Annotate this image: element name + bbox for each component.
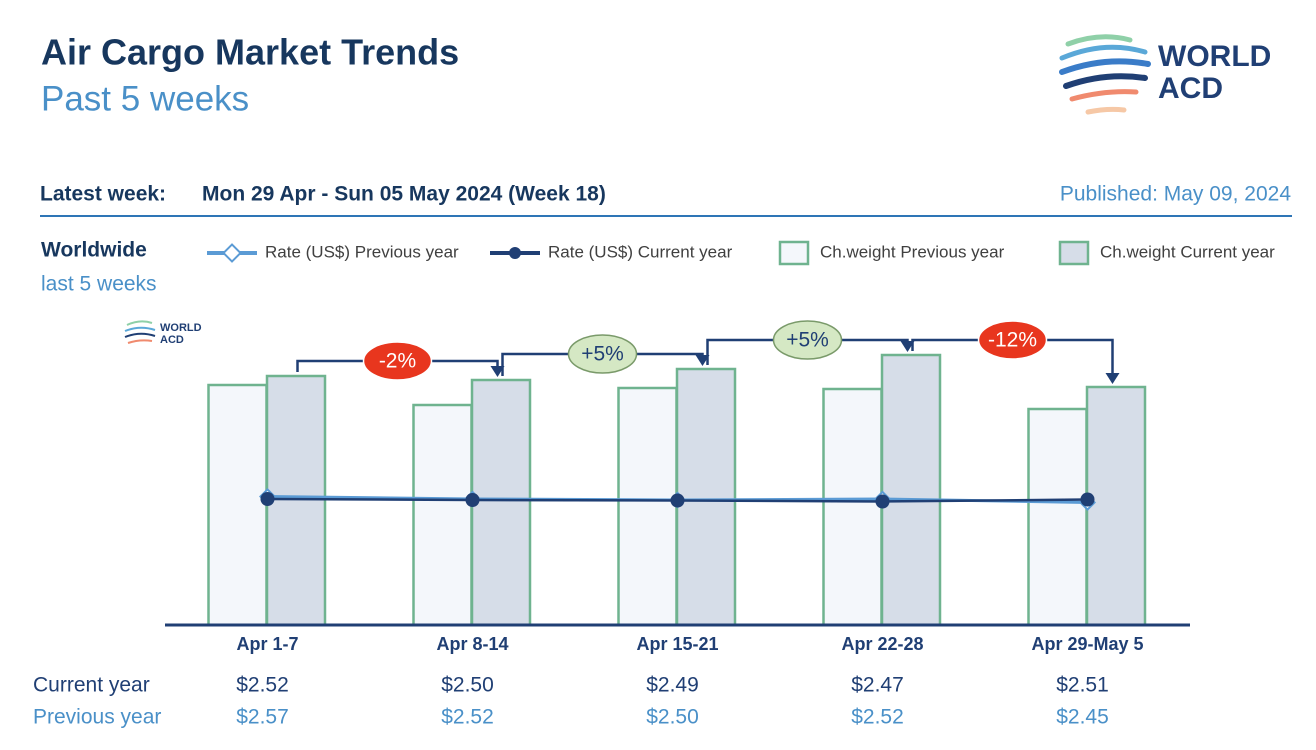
arrow-head — [1105, 373, 1120, 384]
row-label: Previous year — [33, 706, 161, 729]
rate-marker — [260, 492, 275, 506]
rate-value: $2.52 — [441, 706, 494, 729]
x-tick-label: Apr 15-21 — [636, 634, 718, 654]
legend-label: Rate (US$) Current year — [548, 242, 733, 261]
rate-value: $2.49 — [646, 674, 699, 697]
legend-label: Ch.weight Current year — [1100, 242, 1275, 261]
arrow-head — [695, 355, 710, 366]
mini-logo-text: ACD — [160, 334, 184, 346]
change-badge — [567, 334, 638, 374]
logo — [1059, 34, 1151, 115]
rate-value: $2.52 — [236, 674, 289, 697]
row-label: Current year — [33, 674, 150, 697]
rate-value: $2.51 — [1056, 674, 1109, 697]
legend-swatch — [1058, 240, 1090, 266]
bar — [675, 367, 737, 627]
change-label: -2% — [379, 350, 416, 373]
change-badge — [977, 320, 1048, 360]
rate-value: $2.57 — [236, 706, 289, 729]
bar — [1027, 407, 1088, 627]
change-label: +5% — [786, 329, 829, 352]
rate-marker — [1080, 492, 1095, 507]
mini-logo — [124, 320, 156, 344]
x-tick-label: Apr 1-7 — [236, 634, 298, 654]
rate-marker — [670, 493, 685, 508]
bar — [470, 378, 532, 627]
change-label: -12% — [988, 329, 1037, 352]
legend-label: Rate (US$) Previous year — [265, 242, 459, 261]
x-tick-label: Apr 8-14 — [436, 634, 508, 654]
region: Worldwide — [41, 239, 147, 262]
rate-value: $2.47 — [851, 674, 904, 697]
bar — [412, 403, 473, 627]
arrow-head — [900, 341, 915, 352]
legend-swatch — [778, 240, 810, 266]
mini-logo-text: WORLD — [160, 322, 202, 334]
bar — [822, 387, 883, 627]
rate-value: $2.45 — [1056, 706, 1109, 729]
title: Air Cargo Market Trends — [41, 32, 459, 73]
x-tick-label: Apr 29-May 5 — [1031, 634, 1143, 654]
bar — [207, 383, 268, 627]
bar — [265, 374, 327, 627]
bar — [880, 353, 942, 627]
x-tick-label: Apr 22-28 — [841, 634, 923, 654]
rate-value: $2.50 — [646, 706, 699, 729]
bar — [617, 386, 678, 627]
bar — [1085, 385, 1147, 627]
change-badge — [772, 320, 843, 360]
legend-marker — [222, 243, 242, 263]
logo-text: WORLD — [1158, 40, 1271, 73]
latest-week-label: Latest week: — [40, 183, 166, 206]
latest-week: Mon 29 Apr - Sun 05 May 2024 (Week 18) — [202, 183, 606, 206]
legend-label: Ch.weight Previous year — [820, 242, 1005, 261]
change-label: +5% — [581, 343, 624, 366]
arrow-head — [490, 366, 505, 377]
rate-value: $2.50 — [441, 674, 494, 697]
legend-marker — [509, 247, 521, 259]
period: last 5 weeks — [41, 273, 157, 296]
rate-marker — [875, 494, 890, 509]
published: Published: May 09, 2024 — [1060, 183, 1291, 206]
rate-value: $2.52 — [851, 706, 904, 729]
change-badge — [362, 341, 433, 381]
subtitle: Past 5 weeks — [41, 79, 249, 118]
rate-marker — [465, 493, 480, 507]
logo-text: ACD — [1158, 72, 1223, 105]
